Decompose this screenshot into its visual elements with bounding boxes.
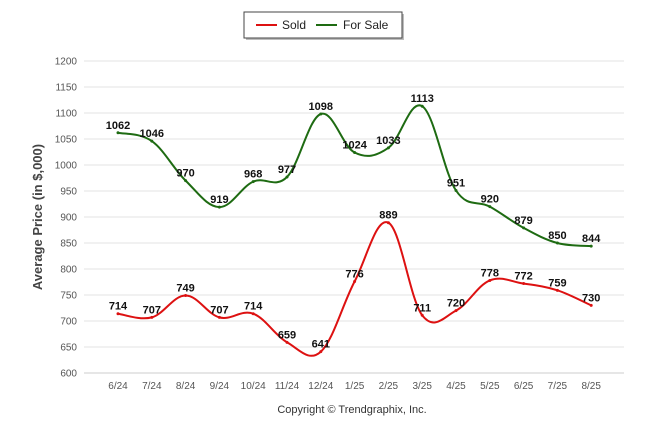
for-sale-point — [488, 205, 492, 209]
for-sale-point — [353, 151, 357, 155]
y-tick-label: 1000 — [55, 161, 78, 172]
copyright-credit: Copyright © Trendgraphix, Inc. — [277, 404, 426, 416]
y-tick-label: 1200 — [55, 57, 78, 68]
y-tick-label: 800 — [60, 265, 77, 276]
for-sale-data-label: 1062 — [106, 120, 130, 132]
y-tick-label: 750 — [60, 291, 77, 302]
x-tick-label: 11/24 — [275, 381, 300, 392]
for-sale-point — [184, 179, 188, 183]
for-sale-data-label: 977 — [278, 164, 296, 176]
sold-point — [589, 303, 593, 307]
x-tick-label: 5/25 — [480, 381, 500, 392]
x-tick-label: 6/24 — [108, 381, 128, 392]
sold-data-label: 730 — [582, 292, 600, 304]
sold-point — [150, 315, 154, 319]
sold-data-label: 714 — [109, 301, 128, 313]
for-sale-point — [217, 205, 221, 209]
x-tick-label: 4/25 — [446, 381, 466, 392]
sold-data-label: 772 — [514, 271, 532, 283]
sold-data-label: 659 — [278, 329, 296, 341]
legend-label-for-sale: For Sale — [343, 18, 389, 32]
for-sale-data-label: 951 — [447, 177, 465, 189]
sold-point — [184, 294, 188, 298]
for-sale-data-label: 844 — [582, 233, 601, 245]
sold-data-label: 776 — [345, 268, 363, 280]
y-tick-label: 1100 — [55, 109, 77, 120]
sold-point — [251, 312, 255, 316]
y-tick-label: 900 — [60, 213, 77, 224]
sold-point — [454, 309, 458, 313]
for-sale-data-label: 1033 — [376, 135, 400, 147]
x-tick-label: 8/24 — [176, 381, 196, 392]
sold-data-label: 889 — [379, 210, 397, 222]
sold-point — [488, 278, 492, 282]
sold-point — [353, 279, 357, 283]
y-tick-label: 650 — [60, 343, 77, 354]
sold-data-label: 711 — [413, 302, 431, 314]
sold-data-label: 778 — [481, 267, 499, 279]
sold-point — [319, 350, 323, 354]
for-sale-data-label: 879 — [514, 215, 532, 227]
y-axis-title: Average Price (in $,000) — [30, 144, 45, 290]
y-tick-label: 700 — [60, 317, 77, 328]
for-sale-point — [150, 139, 154, 143]
x-tick-label: 6/25 — [514, 381, 534, 392]
for-sale-data-label: 970 — [176, 168, 194, 180]
for-sale-point — [420, 104, 424, 108]
for-sale-data-label: 919 — [210, 194, 228, 206]
x-tick-label: 1/25 — [345, 381, 365, 392]
for-sale-data-label: 920 — [481, 194, 499, 206]
y-tick-label: 1150 — [55, 83, 77, 94]
sold-data-label: 714 — [244, 301, 263, 313]
for-sale-point — [454, 188, 458, 192]
for-sale-data-label: 850 — [548, 230, 566, 242]
for-sale-data-label: 1098 — [309, 101, 333, 113]
x-tick-label: 3/25 — [412, 381, 432, 392]
sold-data-label: 707 — [143, 304, 161, 316]
for-sale-point — [522, 226, 526, 230]
x-tick-label: 10/24 — [241, 381, 266, 392]
for-sale-data-label: 1113 — [411, 93, 434, 105]
sold-point — [555, 288, 559, 292]
sold-data-label: 759 — [548, 277, 566, 289]
y-tick-label: 600 — [60, 369, 77, 380]
sold-point — [386, 221, 390, 225]
y-tick-label: 950 — [60, 187, 77, 198]
x-tick-label: 8/25 — [581, 381, 601, 392]
sold-point — [522, 282, 526, 286]
for-sale-data-label: 1024 — [342, 140, 367, 152]
for-sale-data-label: 968 — [244, 169, 262, 181]
for-sale-point — [589, 244, 593, 248]
x-tick-label: 7/25 — [548, 381, 568, 392]
for-sale-point — [555, 241, 559, 245]
for-sale-point — [386, 146, 390, 150]
y-tick-label: 1050 — [55, 135, 78, 146]
x-tick-label: 12/24 — [308, 381, 333, 392]
sold-point — [285, 340, 289, 344]
sold-line — [117, 221, 592, 357]
sold-point — [217, 315, 221, 319]
sold-data-label: 749 — [176, 283, 194, 295]
x-tick-label: 9/24 — [210, 381, 230, 392]
sold-data-label: 641 — [312, 339, 330, 351]
for-sale-data-label: 1046 — [140, 128, 164, 140]
for-sale-point — [116, 131, 120, 135]
sold-data-label: 707 — [210, 304, 228, 316]
sold-data-label: 720 — [447, 298, 465, 310]
for-sale-point — [285, 175, 289, 179]
legend-label-sold: Sold — [282, 18, 306, 32]
x-tick-label: 7/24 — [142, 381, 162, 392]
for-sale-point — [251, 180, 255, 184]
sold-point — [420, 313, 424, 317]
sold-point — [116, 312, 120, 316]
for-sale-point — [319, 112, 323, 116]
x-tick-label: 2/25 — [379, 381, 399, 392]
y-tick-label: 850 — [60, 239, 77, 250]
